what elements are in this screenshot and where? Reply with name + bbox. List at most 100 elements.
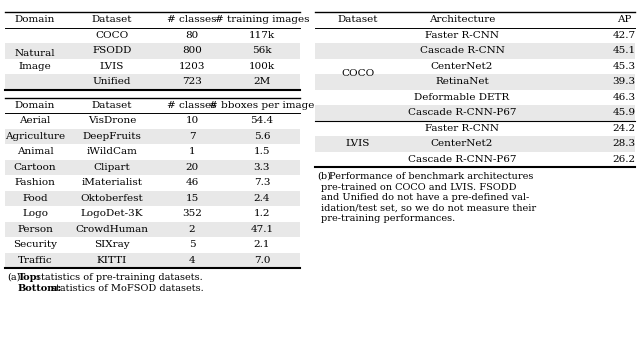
- Text: 80: 80: [186, 31, 198, 40]
- Text: Food: Food: [22, 194, 48, 203]
- Text: 45.9: 45.9: [612, 108, 636, 117]
- Text: 24.2: 24.2: [612, 124, 636, 133]
- Text: Top:: Top:: [18, 273, 41, 282]
- Text: 1203: 1203: [179, 62, 205, 71]
- Text: LVIS: LVIS: [346, 139, 370, 148]
- Text: 47.1: 47.1: [250, 225, 273, 234]
- Text: 800: 800: [182, 46, 202, 55]
- Text: idation/test set, so we do not measure their: idation/test set, so we do not measure t…: [321, 203, 536, 213]
- Text: 54.4: 54.4: [250, 116, 273, 125]
- Text: Dataset: Dataset: [338, 15, 378, 24]
- Text: 4: 4: [189, 256, 195, 265]
- Text: Domain: Domain: [15, 15, 55, 24]
- Text: 5.6: 5.6: [253, 132, 270, 141]
- Text: 7: 7: [189, 132, 195, 141]
- Text: 723: 723: [182, 77, 202, 86]
- Text: DeepFruits: DeepFruits: [83, 132, 141, 141]
- Text: (a): (a): [7, 273, 20, 282]
- Text: Cartoon: Cartoon: [13, 163, 56, 172]
- Text: pre-training performances.: pre-training performances.: [321, 214, 455, 223]
- Text: Cascade R-CNN-P67: Cascade R-CNN-P67: [408, 155, 516, 164]
- Text: Agriculture: Agriculture: [5, 132, 65, 141]
- Text: 1: 1: [189, 147, 195, 156]
- Text: 10: 10: [186, 116, 198, 125]
- Text: Natural: Natural: [15, 49, 55, 58]
- Text: Dataset: Dataset: [92, 101, 132, 110]
- Text: COCO: COCO: [95, 31, 129, 40]
- Text: Animal: Animal: [17, 147, 53, 156]
- Text: 46.3: 46.3: [612, 93, 636, 102]
- Text: 1.5: 1.5: [253, 147, 270, 156]
- Text: LogoDet-3K: LogoDet-3K: [81, 209, 143, 218]
- Text: 2.1: 2.1: [253, 240, 270, 249]
- Text: Dataset: Dataset: [92, 15, 132, 24]
- Text: 2.4: 2.4: [253, 194, 270, 203]
- Text: Faster R-CNN: Faster R-CNN: [425, 124, 499, 133]
- Text: 39.3: 39.3: [612, 77, 636, 86]
- Text: 28.3: 28.3: [612, 139, 636, 148]
- Text: CenterNet2: CenterNet2: [431, 139, 493, 148]
- Text: Image: Image: [19, 62, 51, 71]
- Text: # classes: # classes: [167, 15, 217, 24]
- Bar: [315, 136, 635, 152]
- Text: pre-trained on COCO and LVIS. FSODD: pre-trained on COCO and LVIS. FSODD: [321, 182, 516, 192]
- Text: Fashion: Fashion: [15, 178, 56, 187]
- Text: LVIS: LVIS: [100, 62, 124, 71]
- Text: Cascade R-CNN: Cascade R-CNN: [420, 46, 504, 55]
- Text: # classes: # classes: [167, 101, 217, 110]
- Bar: [5, 43, 300, 59]
- Bar: [5, 144, 300, 160]
- Text: Aerial: Aerial: [19, 116, 51, 125]
- Text: Traffic: Traffic: [18, 256, 52, 265]
- Text: 2M: 2M: [253, 77, 271, 86]
- Bar: [315, 89, 635, 105]
- Text: 45.1: 45.1: [612, 46, 636, 55]
- Text: Oktoberfest: Oktoberfest: [81, 194, 143, 203]
- Text: statistics of pre-training datasets.: statistics of pre-training datasets.: [36, 273, 203, 282]
- Text: 2: 2: [189, 225, 195, 234]
- Text: 1.2: 1.2: [253, 209, 270, 218]
- Bar: [315, 43, 635, 59]
- Text: Security: Security: [13, 240, 57, 249]
- Text: FSODD: FSODD: [92, 46, 132, 55]
- Bar: [5, 128, 300, 144]
- Text: 7.3: 7.3: [253, 178, 270, 187]
- Bar: [5, 160, 300, 175]
- Text: and Unified do not have a pre-defined val-: and Unified do not have a pre-defined va…: [321, 193, 529, 202]
- Text: CenterNet2: CenterNet2: [431, 62, 493, 71]
- Bar: [5, 59, 300, 74]
- Bar: [315, 120, 635, 136]
- Text: 42.7: 42.7: [612, 31, 636, 40]
- Text: 15: 15: [186, 194, 198, 203]
- Bar: [315, 105, 635, 120]
- Bar: [5, 221, 300, 237]
- Text: 7.0: 7.0: [253, 256, 270, 265]
- Text: Faster R-CNN: Faster R-CNN: [425, 31, 499, 40]
- Text: COCO: COCO: [341, 69, 374, 79]
- Text: # training images: # training images: [215, 15, 309, 24]
- Text: iMaterialist: iMaterialist: [81, 178, 143, 187]
- Bar: [5, 27, 300, 43]
- Text: RetinaNet: RetinaNet: [435, 77, 489, 86]
- Text: Cascade R-CNN-P67: Cascade R-CNN-P67: [408, 108, 516, 117]
- Text: SIXray: SIXray: [94, 240, 130, 249]
- Bar: [315, 27, 635, 43]
- Text: 46: 46: [186, 178, 198, 187]
- Text: VisDrone: VisDrone: [88, 116, 136, 125]
- Text: statistics of MoFSOD datasets.: statistics of MoFSOD datasets.: [51, 284, 204, 293]
- Text: Unified: Unified: [93, 77, 131, 86]
- Bar: [315, 152, 635, 167]
- Text: (b): (b): [317, 172, 331, 181]
- Text: 56k: 56k: [252, 46, 272, 55]
- Bar: [5, 237, 300, 253]
- Text: Architecture: Architecture: [429, 15, 495, 24]
- Text: AP: AP: [617, 15, 631, 24]
- Bar: [5, 175, 300, 191]
- Bar: [5, 113, 300, 128]
- Text: KITTI: KITTI: [97, 256, 127, 265]
- Text: 3.3: 3.3: [253, 163, 270, 172]
- Text: Clipart: Clipart: [93, 163, 131, 172]
- Text: 100k: 100k: [249, 62, 275, 71]
- Bar: [315, 74, 635, 89]
- Text: Logo: Logo: [22, 209, 48, 218]
